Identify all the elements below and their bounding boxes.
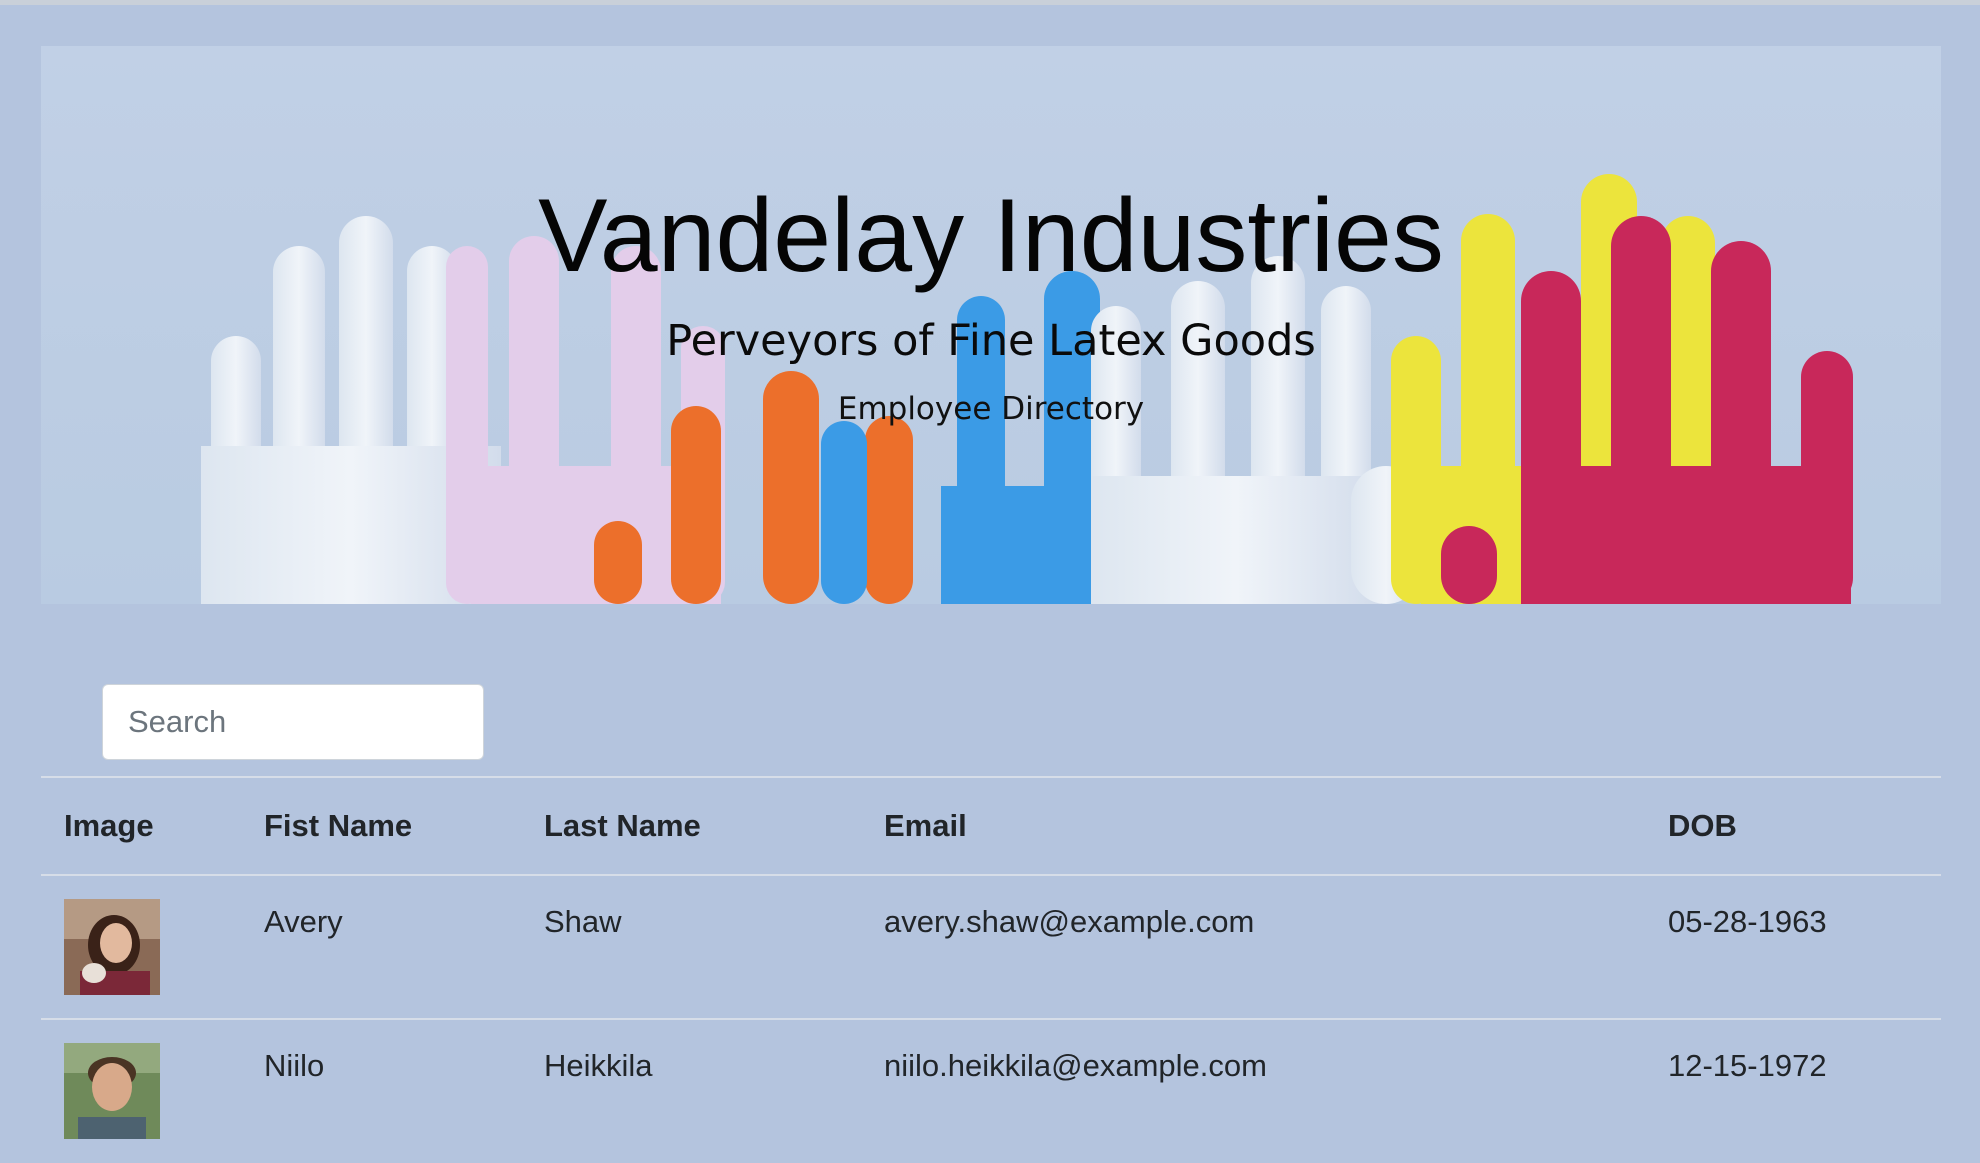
employee-table: Image Fist Name Last Name Email DOB Aver…	[41, 776, 1941, 1163]
page-subtitle: Perveyors of Fine Latex Goods	[666, 316, 1316, 366]
dob-cell: 12-15-1972	[1645, 1018, 1941, 1163]
latex-gloves-image	[201, 174, 1853, 604]
last-name-cell: Shaw	[521, 874, 861, 1019]
top-border	[0, 0, 1980, 5]
last-name-cell: Heikkila	[521, 1018, 861, 1163]
page-title: Vandelay Industries	[538, 178, 1444, 294]
first-name-cell: Niilo	[241, 1018, 521, 1163]
image-cell	[41, 874, 241, 1019]
section-heading: Employee Directory	[837, 391, 1145, 427]
first-name-cell: Avery	[241, 874, 521, 1019]
column-header-first-name[interactable]: Fist Name	[241, 776, 521, 876]
table-header-row: Image Fist Name Last Name Email DOB	[41, 776, 1941, 876]
avatar	[64, 899, 160, 995]
avatar	[64, 1043, 160, 1139]
column-header-dob[interactable]: DOB	[1645, 776, 1941, 876]
hero-banner: Vandelay Industries Perveyors of Fine La…	[41, 46, 1941, 604]
email-cell: niilo.heikkila@example.com	[861, 1018, 1645, 1163]
column-header-image[interactable]: Image	[41, 776, 241, 876]
column-header-email[interactable]: Email	[861, 776, 1645, 876]
image-cell	[41, 1018, 241, 1163]
search-input[interactable]	[102, 684, 484, 760]
column-header-last-name[interactable]: Last Name	[521, 776, 861, 876]
table-row: Niilo Heikkila niilo.heikkila@example.co…	[41, 1018, 1941, 1163]
dob-cell: 05-28-1963	[1645, 874, 1941, 1019]
email-cell: avery.shaw@example.com	[861, 874, 1645, 1019]
table-row: Avery Shaw avery.shaw@example.com 05-28-…	[41, 874, 1941, 1019]
